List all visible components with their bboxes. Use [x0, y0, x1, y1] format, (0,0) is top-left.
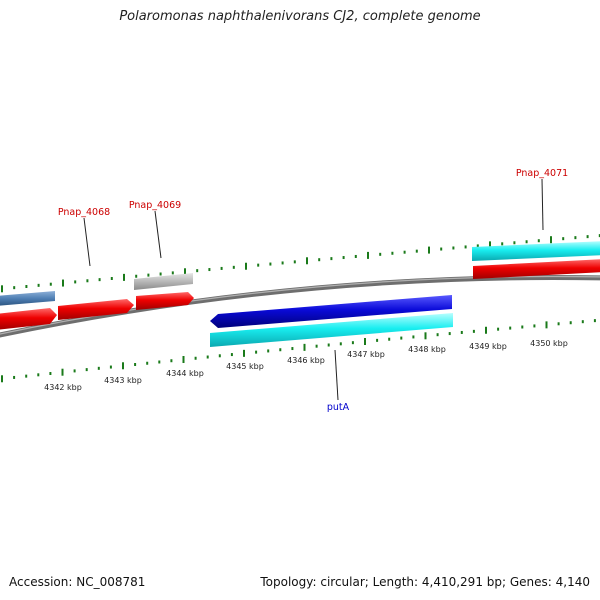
- gene-feature-red-right: [473, 259, 600, 279]
- genome-title: Polaromonas naphthalenivorans CJ2, compl…: [119, 9, 481, 24]
- gene-feature-cyan-upper-right: [472, 241, 600, 261]
- leader-line-pnap-4068: [83, 217, 91, 267]
- leader-line-pnap-4069: [154, 210, 162, 259]
- scale-label: 4345 kbp: [226, 362, 264, 371]
- gene-feature-steelblue: [0, 291, 55, 306]
- scale-label: 4348 kbp: [408, 345, 446, 354]
- gene-label-pnap-4071[interactable]: Pnap_4071: [516, 168, 568, 179]
- leader-line-puta: [334, 349, 339, 401]
- scale-label: 4349 kbp: [469, 342, 507, 351]
- outer-tick-row: [1, 234, 600, 293]
- genome-backbone: [0, 274, 600, 338]
- gene-label-pnap-4069[interactable]: Pnap_4069: [129, 200, 181, 211]
- scale-label: 4347 kbp: [347, 350, 385, 359]
- gene-feature-red-pnap-4069: [136, 292, 194, 310]
- scale-label-row: 4342 kbp 4343 kbp 4344 kbp 4345 kbp 4346 kbp…: [44, 339, 568, 392]
- accession-text: Accession: NC_008781: [9, 575, 146, 589]
- scale-label: 4346 kbp: [287, 356, 325, 365]
- genome-summary-text: Topology: circular; Length: 4,410,291 bp…: [260, 575, 590, 589]
- leader-line-pnap-4071: [541, 178, 544, 231]
- gene-feature-red-left-edge: [0, 308, 57, 330]
- scale-label: 4342 kbp: [44, 383, 82, 392]
- genome-backbone-highlight: [0, 275, 600, 335]
- inner-tick-row: [1, 319, 596, 383]
- gene-feature-red-pnap-4068: [58, 299, 134, 320]
- gene-label-pnap-4068[interactable]: Pnap_4068: [58, 207, 110, 218]
- gene-feature-cyan-puta: [210, 313, 453, 347]
- scale-label: 4343 kbp: [104, 376, 142, 385]
- gene-feature-gray-pnap-4069-upper: [134, 273, 193, 290]
- gene-label-puta[interactable]: putA: [327, 402, 350, 413]
- scale-label: 4350 kbp: [530, 339, 568, 348]
- gene-feature-blue-puta: [210, 295, 452, 328]
- scale-label: 4344 kbp: [166, 369, 204, 378]
